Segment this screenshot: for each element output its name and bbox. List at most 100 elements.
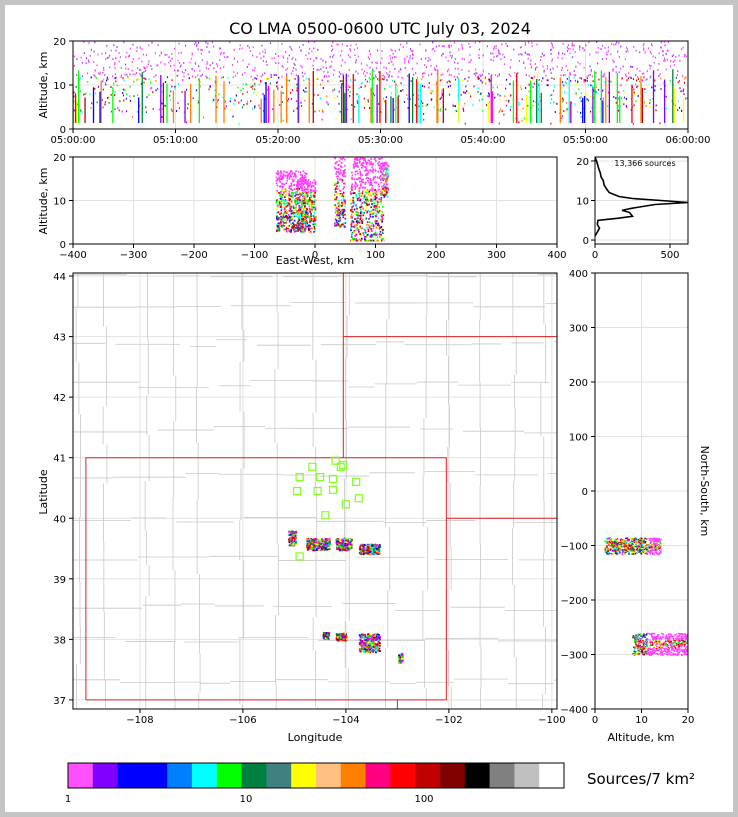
alt-ew-source bbox=[302, 177, 304, 180]
alt-ew-source bbox=[335, 170, 338, 173]
alt-time-source bbox=[254, 84, 256, 87]
alt-time-source bbox=[571, 44, 573, 47]
map-source bbox=[374, 551, 377, 554]
alt-ew-source bbox=[288, 203, 291, 206]
map-source bbox=[365, 650, 368, 652]
alt-ew-source bbox=[365, 188, 367, 191]
alt-ew-source bbox=[365, 239, 368, 242]
alt-time-source bbox=[171, 85, 173, 88]
alt-time-source bbox=[505, 104, 507, 107]
map-source bbox=[295, 532, 298, 535]
alt-ew-source bbox=[362, 161, 364, 164]
alt-ew-source bbox=[335, 216, 337, 218]
alt-ew-source bbox=[343, 186, 345, 188]
alt-ew-source bbox=[370, 182, 373, 185]
alt-time-source bbox=[183, 72, 185, 74]
alt-time-source bbox=[94, 92, 97, 95]
alt-time-source bbox=[113, 82, 115, 85]
alt-time-source bbox=[489, 79, 492, 82]
map-source bbox=[307, 548, 309, 550]
alt-ew-source bbox=[355, 233, 358, 236]
alt-time-source bbox=[443, 45, 445, 48]
alt-time-source bbox=[643, 76, 645, 79]
alt-ew-source bbox=[299, 171, 302, 174]
alt-ew-ytick-label: 20 bbox=[53, 153, 66, 164]
alt-ew-source bbox=[359, 233, 361, 236]
alt-time-source bbox=[183, 62, 185, 64]
alt-ew-source bbox=[362, 181, 365, 184]
alt-ew-source bbox=[351, 178, 354, 180]
map-source bbox=[368, 647, 370, 649]
map-source bbox=[349, 545, 351, 548]
alt-time-source bbox=[427, 59, 429, 62]
alt-time-source bbox=[160, 51, 162, 54]
alt-ew-source bbox=[382, 214, 385, 217]
alt-ew-source bbox=[334, 224, 336, 227]
alt-time-source bbox=[664, 44, 666, 47]
alt-ew-source bbox=[288, 187, 291, 190]
alt-time-source bbox=[595, 86, 597, 88]
alt-ew-source bbox=[378, 233, 381, 236]
alt-ew-source bbox=[357, 211, 360, 214]
alt-ew-source bbox=[377, 211, 380, 214]
alt-ew-source bbox=[283, 202, 285, 204]
alt-time-source bbox=[124, 89, 126, 91]
alt-ew-source bbox=[295, 176, 297, 179]
alt-ew-source bbox=[365, 236, 367, 238]
alt-time-source bbox=[636, 79, 638, 82]
alt-time-source bbox=[549, 101, 552, 104]
alt-time-source bbox=[658, 52, 660, 55]
alt-time-source bbox=[104, 81, 106, 84]
alt-time-source bbox=[89, 93, 91, 95]
alt-ew-source bbox=[356, 227, 358, 230]
alt-time-source bbox=[442, 73, 444, 76]
alt-time-source bbox=[514, 71, 516, 74]
alt-ew-source bbox=[354, 213, 357, 216]
map-source bbox=[292, 531, 295, 533]
alt-time-source bbox=[337, 43, 339, 46]
alt-time-source bbox=[433, 67, 436, 70]
alt-time-source bbox=[552, 46, 554, 49]
alt-ew-source bbox=[306, 201, 309, 204]
alt-ew-source bbox=[370, 194, 372, 197]
alt-time-source bbox=[275, 53, 277, 55]
alt-time-source bbox=[204, 78, 206, 81]
alt-time-source bbox=[338, 75, 340, 78]
alt-time-source bbox=[569, 72, 571, 75]
alt-ew-source bbox=[286, 189, 289, 192]
alt-time-source bbox=[191, 53, 193, 56]
alt-ew-source bbox=[304, 196, 306, 199]
alt-time-source bbox=[476, 76, 479, 79]
alt-time-source bbox=[326, 101, 328, 104]
alt-ew-source bbox=[353, 208, 356, 211]
alt-ew-source bbox=[356, 239, 358, 242]
alt-time-source bbox=[246, 66, 248, 68]
alt-ew-source bbox=[300, 215, 303, 217]
alt-time-source bbox=[464, 78, 466, 80]
alt-time-source bbox=[138, 57, 140, 60]
alt-ew-source bbox=[297, 226, 299, 229]
alt-ew-source bbox=[306, 220, 308, 223]
alt-time-source bbox=[300, 105, 303, 107]
alt-time-source bbox=[632, 78, 634, 80]
map-source bbox=[323, 545, 326, 547]
alt-ew-source bbox=[299, 220, 301, 223]
alt-ew-source bbox=[335, 198, 337, 201]
alt-time-source bbox=[285, 51, 287, 53]
map-source bbox=[343, 548, 346, 551]
alt-ew-source bbox=[385, 163, 387, 166]
alt-time-source bbox=[621, 77, 623, 80]
alt-time-source bbox=[462, 108, 465, 110]
alt-ew-source bbox=[350, 202, 352, 205]
alt-time-source bbox=[238, 123, 240, 126]
alt-time-source bbox=[432, 41, 434, 44]
alt-ew-source bbox=[314, 229, 316, 232]
alt-time-source bbox=[677, 81, 679, 84]
alt-ew-source bbox=[343, 158, 346, 161]
map-source bbox=[362, 553, 365, 556]
alt-ew-source bbox=[276, 189, 278, 192]
alt-ew-source bbox=[309, 183, 311, 185]
map-source bbox=[344, 632, 347, 635]
alt-ew-source bbox=[313, 227, 316, 230]
alt-ew-source bbox=[387, 164, 389, 167]
